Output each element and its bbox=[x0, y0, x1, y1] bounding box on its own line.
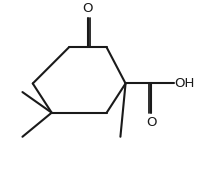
Text: OH: OH bbox=[175, 77, 195, 90]
Text: O: O bbox=[83, 2, 93, 15]
Text: O: O bbox=[146, 116, 157, 129]
